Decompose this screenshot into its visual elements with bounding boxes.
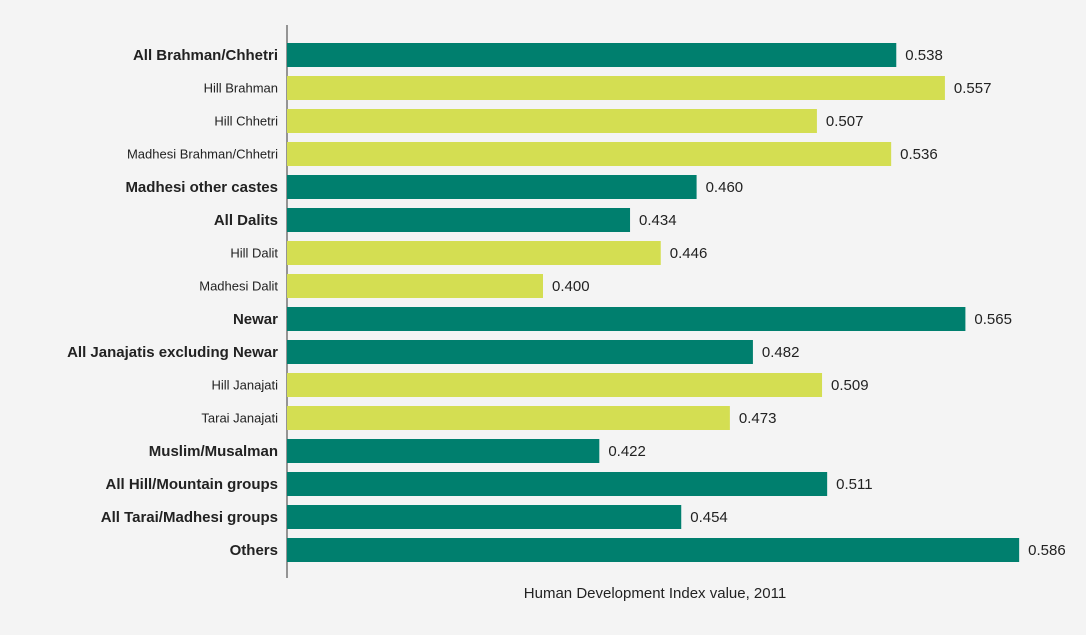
value-label: 0.446: [670, 245, 708, 262]
category-label: All Tarai/Madhesi groups: [101, 509, 278, 526]
bar: [287, 439, 600, 463]
value-label: 0.422: [608, 443, 646, 460]
category-label: All Hill/Mountain groups: [106, 476, 279, 493]
value-label: 0.538: [905, 47, 943, 64]
category-label: Others: [230, 542, 278, 559]
value-label: 0.536: [900, 146, 938, 163]
value-label: 0.454: [690, 509, 728, 526]
category-label: Hill Janajati: [212, 377, 279, 392]
category-label: All Janajatis excluding Newar: [67, 344, 278, 361]
category-label: Madhesi Brahman/Chhetri: [127, 146, 278, 161]
bar: [287, 175, 697, 199]
bar: [287, 307, 966, 331]
bar: [287, 505, 682, 529]
category-label: Hill Dalit: [230, 245, 278, 260]
bar: [287, 76, 945, 100]
bar: [287, 472, 828, 496]
bar: [287, 340, 753, 364]
category-label: Madhesi Dalit: [199, 278, 278, 293]
x-axis-label: Human Development Index value, 2011: [524, 585, 786, 602]
bar: [287, 373, 823, 397]
bar: [287, 406, 730, 430]
category-label: Newar: [233, 311, 278, 328]
category-label: Hill Brahman: [204, 80, 278, 95]
value-label: 0.557: [954, 80, 992, 97]
category-label: Madhesi other castes: [125, 179, 278, 196]
value-label: 0.434: [639, 212, 677, 229]
category-label: Muslim/Musalman: [149, 443, 278, 460]
value-label: 0.473: [739, 410, 777, 427]
bar: [287, 43, 897, 67]
bar: [287, 241, 661, 265]
category-label: All Brahman/Chhetri: [133, 47, 278, 64]
bar: [287, 142, 892, 166]
value-label: 0.400: [552, 278, 590, 295]
value-label: 0.509: [831, 377, 869, 394]
value-label: 0.482: [762, 344, 800, 361]
bar: [287, 109, 817, 133]
value-label: 0.511: [836, 476, 872, 493]
bar: [287, 538, 1020, 562]
category-label: All Dalits: [214, 212, 278, 229]
value-label: 0.586: [1028, 542, 1066, 559]
category-label: Tarai Janajati: [201, 410, 278, 425]
value-label: 0.565: [974, 311, 1012, 328]
value-label: 0.507: [826, 113, 864, 130]
value-label: 0.460: [706, 179, 744, 196]
bar: [287, 208, 631, 232]
bar: [287, 274, 543, 298]
category-label: Hill Chhetri: [214, 113, 278, 128]
